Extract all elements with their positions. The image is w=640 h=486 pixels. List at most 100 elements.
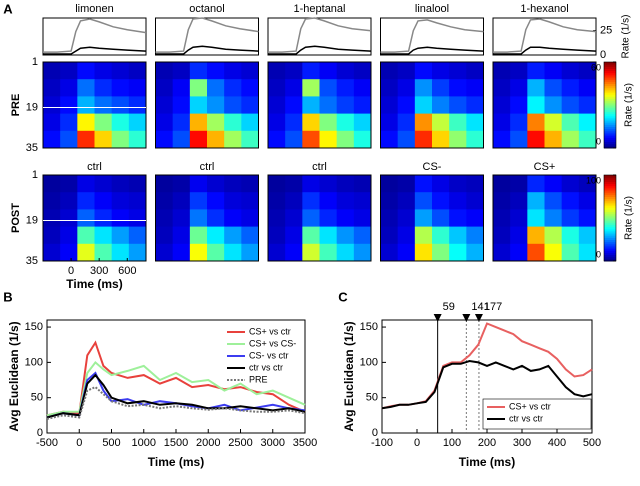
x-tick-label: -100	[371, 437, 393, 449]
heatmap-cell	[60, 130, 78, 149]
colorbar-segment	[604, 77, 616, 80]
heatmap-cell	[285, 96, 303, 115]
series-line	[155, 45, 259, 55]
heatmap-cell	[380, 192, 399, 210]
colorbar-segment	[604, 81, 616, 84]
heatmap-cell	[43, 79, 61, 97]
heatmap-cell	[207, 113, 225, 132]
colorbar-segment	[604, 243, 616, 247]
heatmap-cell	[527, 175, 545, 193]
heatmap-cell	[224, 243, 242, 262]
legend-label: CS- vs ctr	[249, 350, 289, 360]
subplot-title: octanol	[189, 3, 224, 15]
heatmap-cell	[128, 96, 147, 115]
colorbar-segment	[604, 102, 616, 106]
heatmap-cell	[527, 96, 545, 115]
heatmap-cell	[77, 79, 95, 97]
heatmap-cell	[397, 243, 416, 262]
heatmap-cell	[414, 192, 433, 210]
heatmap-cell	[466, 226, 484, 245]
colorbar-box	[603, 174, 617, 262]
heatmap-cell	[172, 243, 191, 262]
heatmap-cell	[414, 96, 433, 115]
heatmap-cell	[155, 243, 174, 262]
colorbar-box	[603, 61, 617, 149]
y-axis-label: Avg Euclidean (1/s)	[7, 321, 21, 431]
subplot-title: limonen	[75, 3, 114, 15]
heatmap-cell	[544, 226, 563, 245]
heatmap-cell	[207, 96, 225, 115]
heatmap-cell	[397, 62, 416, 80]
heatmap-cell	[155, 79, 174, 97]
x-tick-label: 200	[478, 437, 496, 449]
colorbar-segment	[604, 194, 616, 197]
heatmap-cell	[466, 243, 484, 262]
heatmap-cell	[60, 243, 78, 262]
colorbar-segment	[604, 235, 616, 238]
heatmap-cell	[449, 96, 467, 115]
marker-label: 141	[471, 301, 489, 313]
heatmap-cell	[319, 113, 338, 132]
heatmap-cell	[155, 209, 174, 228]
heatmap-cell	[578, 192, 597, 210]
x-tick-label: 0	[76, 437, 82, 449]
heatmap-cell	[268, 96, 286, 115]
heatmap-cell	[155, 192, 174, 210]
colorbar-segment	[604, 187, 616, 191]
colorbar-segment	[604, 175, 616, 178]
heatmap-cell	[94, 62, 113, 80]
heatmap-cell	[285, 209, 303, 228]
heatmap-cell	[241, 130, 259, 149]
heatmap-cell	[207, 175, 225, 193]
heatmap-cell	[77, 175, 95, 193]
marker-label: 177	[484, 301, 502, 313]
heatmap-cell	[578, 62, 597, 80]
y-tick-label: 0	[600, 49, 606, 61]
series-line	[493, 18, 597, 53]
heatmap-cell	[111, 209, 130, 228]
colorbar-segment	[604, 135, 616, 138]
heatmap-cell	[544, 113, 563, 132]
x-tick-label: 300	[513, 437, 531, 449]
heatmap-cell	[155, 226, 174, 245]
heatmap-cell	[224, 130, 242, 149]
x-tick-label: 100	[443, 437, 461, 449]
series-line	[380, 19, 484, 53]
colorbar-segment	[604, 130, 616, 134]
heatmap-cell	[527, 79, 545, 97]
heatmap-cell	[466, 79, 484, 97]
heatmap-cell	[432, 62, 450, 80]
colorbar-segment	[604, 233, 616, 236]
heatmap-cell	[353, 243, 372, 262]
heatmap-cell	[449, 226, 467, 245]
heatmap-cell	[432, 226, 450, 245]
heatmap-cell	[77, 243, 95, 262]
colorbar-segment	[604, 181, 616, 185]
heatmap-cell	[172, 209, 191, 228]
heatmap-cell	[189, 243, 208, 262]
heatmap-cell	[510, 192, 528, 210]
axes-box	[492, 61, 597, 149]
heatmap-cell	[561, 130, 580, 149]
axes-box	[42, 174, 147, 262]
x-tick-label: 1500	[164, 437, 188, 449]
heatmap-cell	[207, 130, 225, 149]
heatmap-cell	[189, 175, 208, 193]
axes-box	[492, 17, 597, 56]
x-tick-label: 2500	[228, 437, 252, 449]
heatmap-cell	[432, 96, 450, 115]
heatmap-cell	[241, 192, 259, 210]
heatmap-cell	[224, 79, 242, 97]
heatmap-cell	[510, 62, 528, 80]
heatmap-cell	[111, 192, 130, 210]
heatmap-cell	[43, 192, 61, 210]
heatmap-cell	[336, 243, 355, 262]
colorbar-segment	[604, 109, 616, 112]
colorbar-segment	[604, 100, 616, 104]
colorbar-segment	[604, 74, 616, 78]
heatmap-cell	[510, 209, 528, 228]
colorbar-segment	[604, 190, 616, 193]
colorbar-segment	[604, 89, 616, 93]
heatmap-cell	[128, 243, 147, 262]
colorbar-segment	[604, 83, 616, 87]
